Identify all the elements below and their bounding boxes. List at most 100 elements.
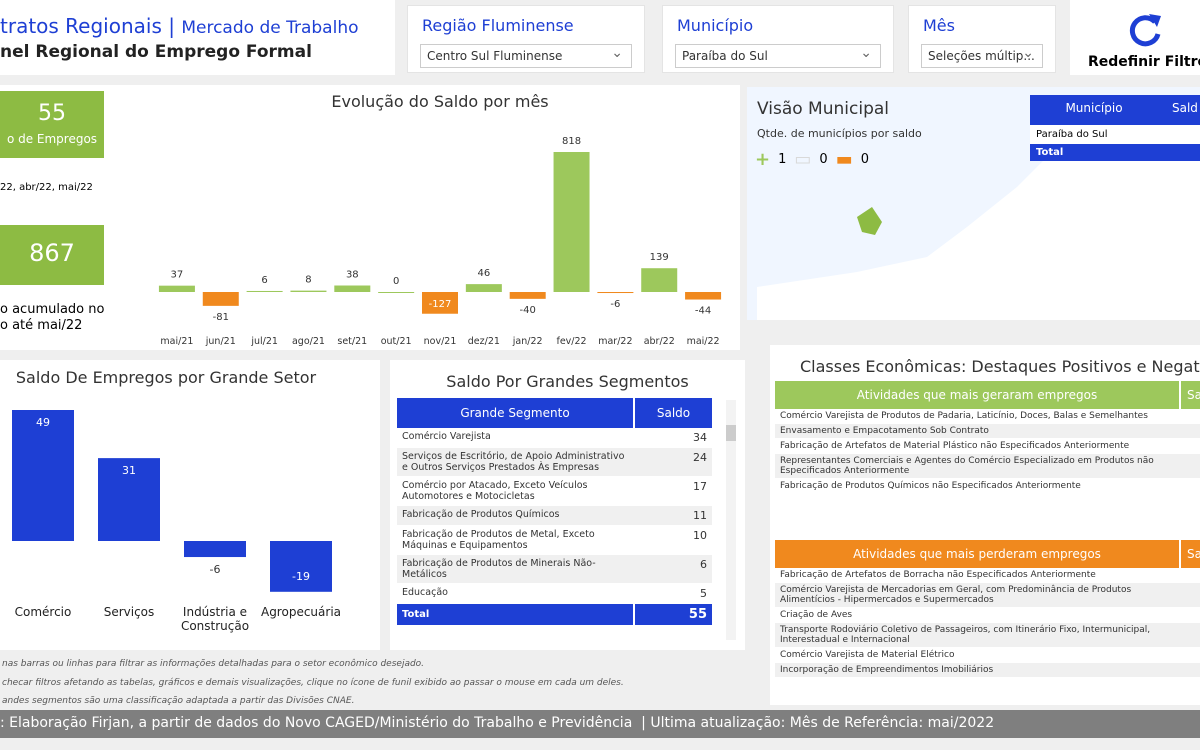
map-legend: +1 ▭ 0 ▬ 0	[755, 149, 869, 170]
column-header: Atividades que mais geraram empregos	[856, 388, 1098, 402]
table-header: Município Sald	[1030, 95, 1200, 125]
row: Educação 5	[397, 583, 712, 604]
value-label: 8	[305, 275, 311, 286]
table-header: Atividades que mais geraram empregos Sa	[775, 381, 1200, 409]
value-label: -6	[610, 299, 620, 310]
filter[interactable]: Região Fluminense Centro Sul Fluminense	[407, 5, 645, 73]
cell: Fabricação de Produtos Químicos	[397, 505, 634, 526]
row: Transporte Rodoviário Coletivo de Passag…	[775, 622, 1200, 648]
cell: 34	[634, 428, 712, 448]
cell: 10	[634, 525, 712, 555]
column-header: Sald	[1172, 101, 1198, 115]
table: Atividades que mais geraram empregos Sa Co…	[775, 381, 1200, 494]
cell: Envasamento e Empacotamento Sob Contrato	[775, 423, 1180, 439]
legend-count: 0	[819, 152, 828, 167]
x-tick-label: mai/22	[687, 336, 720, 347]
cell	[1180, 453, 1200, 479]
filter[interactable]: Município Paraíba do Sul	[662, 5, 894, 73]
column-header: Saldo	[633, 398, 712, 428]
kpi-note: 22, abr/22, mai/22	[0, 182, 93, 193]
note: nas barras ou linhas para filtrar as inf…	[2, 659, 425, 669]
column-header: Município	[1065, 101, 1123, 115]
column-header: Sa	[1179, 381, 1200, 409]
value-label: -19	[292, 570, 310, 583]
kpi-label: o acumulado no	[0, 302, 105, 317]
x-tick-label: Agropecuária	[260, 605, 341, 619]
value-label: 31	[122, 464, 136, 477]
reset[interactable]: Redefinir Filtro	[1070, 0, 1200, 75]
x-tick-label: fev/22	[556, 336, 586, 347]
x-tick-label: Indústria e Construção	[180, 605, 250, 633]
value-label: -6	[210, 563, 221, 576]
cell: Representantes Comerciais e Agentes do C…	[775, 453, 1180, 479]
x-tick-label: ago/21	[292, 336, 325, 347]
kpi: 55 o de Empregos	[0, 91, 104, 158]
x-tick-label: Comércio	[14, 605, 72, 619]
cell	[1180, 568, 1200, 583]
x-tick-label: mar/22	[598, 336, 632, 347]
municipio-table: Município Sald Paraíba do Sul Total	[1030, 95, 1200, 161]
row: Incorporação de Empreendimentos Imobiliá…	[775, 662, 1200, 678]
table: Grande Segmento Saldo Comércio Varejista 34…	[397, 398, 712, 625]
cell: Fabricação de Artefatos de Material Plás…	[775, 438, 1180, 454]
filter[interactable]: Mês Seleções múltip...	[908, 5, 1056, 73]
scrollbar[interactable]	[726, 400, 736, 640]
title-row: tratos Regionais | Mercado de Trabalho	[0, 14, 359, 38]
note: andes segmentos são uma classificação ad…	[2, 696, 355, 706]
row: Fabricação de Artefatos de Borracha não …	[775, 568, 1200, 583]
x-tick-label: jun/21	[205, 336, 236, 347]
cell: Comércio por Atacado, Exceto Veículos Au…	[397, 476, 634, 506]
classes-title: Classes Econômicas: Destaques Positivos …	[800, 357, 1200, 376]
x-tick-label: out/21	[381, 336, 412, 347]
value-label: 6	[261, 275, 267, 286]
bar	[184, 541, 246, 558]
segments-table: Grande Segmento Saldo Comércio Varejista 34…	[397, 398, 712, 642]
bar	[290, 290, 327, 292]
bar	[685, 292, 722, 300]
dropdown[interactable]: Paraíba do Sul	[675, 44, 881, 68]
cell	[1180, 607, 1200, 623]
x-tick-label: abr/22	[644, 336, 675, 347]
footer: : Elaboração Firjan, a partir de dados d…	[0, 710, 1200, 738]
value-label: 139	[650, 252, 669, 263]
kpi-label: o de Empregos	[6, 132, 98, 146]
cell: 17	[634, 476, 712, 506]
panel-title: nel Regional do Emprego Formal	[0, 42, 312, 62]
map-legend-title: Qtde. de municípios por saldo	[757, 127, 922, 140]
value-label: -81	[213, 312, 229, 323]
legend-count: 1	[778, 152, 787, 167]
x-tick-label: jul/21	[250, 336, 278, 347]
dropdown[interactable]: Seleções múltip...	[921, 44, 1043, 68]
total: Total	[1030, 144, 1200, 161]
cell: Comércio Varejista de Material Elétrico	[775, 647, 1180, 663]
cell	[1180, 478, 1200, 494]
row: Comércio Varejista de Material Elétrico	[775, 647, 1200, 663]
bar	[641, 268, 678, 292]
row: Fabricação de Produtos Químicos 11	[397, 505, 712, 526]
dropdown[interactable]: Centro Sul Fluminense	[420, 44, 632, 68]
bar	[202, 292, 239, 306]
table: Atividades que mais perderam empregos Sa F…	[775, 540, 1200, 678]
cell: Transporte Rodoviário Coletivo de Passag…	[775, 622, 1180, 648]
legend-count: 0	[860, 152, 869, 167]
cell	[1180, 647, 1200, 663]
filter-label: Mês	[923, 16, 955, 35]
cell: Serviços de Escritório, de Apoio Adminis…	[397, 447, 634, 477]
table-header: Atividades que mais perderam empregos Sa	[775, 540, 1200, 568]
sector-svg: Saldo De Empregos por Grande Setor 49 31 -…	[12, 368, 332, 592]
classes-panel: Classes Econômicas: Destaques Positivos …	[770, 345, 1200, 705]
value-label: 49	[36, 416, 50, 429]
table-body: Fabricação de Artefatos de Borracha não …	[775, 568, 1200, 678]
cell	[1180, 582, 1200, 608]
bar	[158, 285, 195, 292]
column-header: Atividades que mais perderam empregos	[853, 547, 1101, 561]
kpi-value: 55	[38, 101, 66, 126]
cell: 11	[634, 505, 712, 526]
subtitle: Mercado de Trabalho	[181, 18, 359, 38]
chart-title: Saldo De Empregos por Grande Setor	[16, 368, 317, 387]
legend-symbol: ▭	[794, 149, 812, 170]
value-label: -40	[520, 305, 536, 316]
bar	[378, 292, 415, 293]
row: Comércio Varejista de Mercadorias em Ger…	[775, 582, 1200, 608]
cell: Criação de Aves	[775, 607, 1180, 623]
